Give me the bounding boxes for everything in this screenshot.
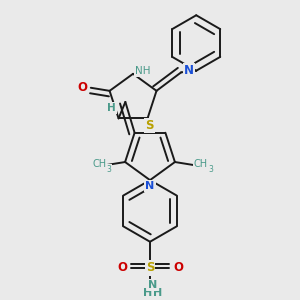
- Text: N: N: [184, 64, 194, 77]
- Text: H: H: [143, 288, 152, 298]
- Text: CH: CH: [194, 160, 208, 170]
- Text: O: O: [173, 261, 183, 274]
- Text: NH: NH: [135, 66, 151, 76]
- Text: 3: 3: [106, 165, 112, 174]
- Text: S: S: [145, 119, 153, 132]
- Text: H: H: [107, 103, 116, 113]
- Text: O: O: [78, 81, 88, 94]
- Text: N: N: [146, 181, 154, 191]
- Text: N: N: [148, 280, 158, 290]
- Text: CH: CH: [92, 160, 106, 170]
- Text: H: H: [153, 288, 162, 298]
- Text: S: S: [146, 261, 154, 274]
- Text: O: O: [117, 261, 127, 274]
- Text: 3: 3: [208, 165, 213, 174]
